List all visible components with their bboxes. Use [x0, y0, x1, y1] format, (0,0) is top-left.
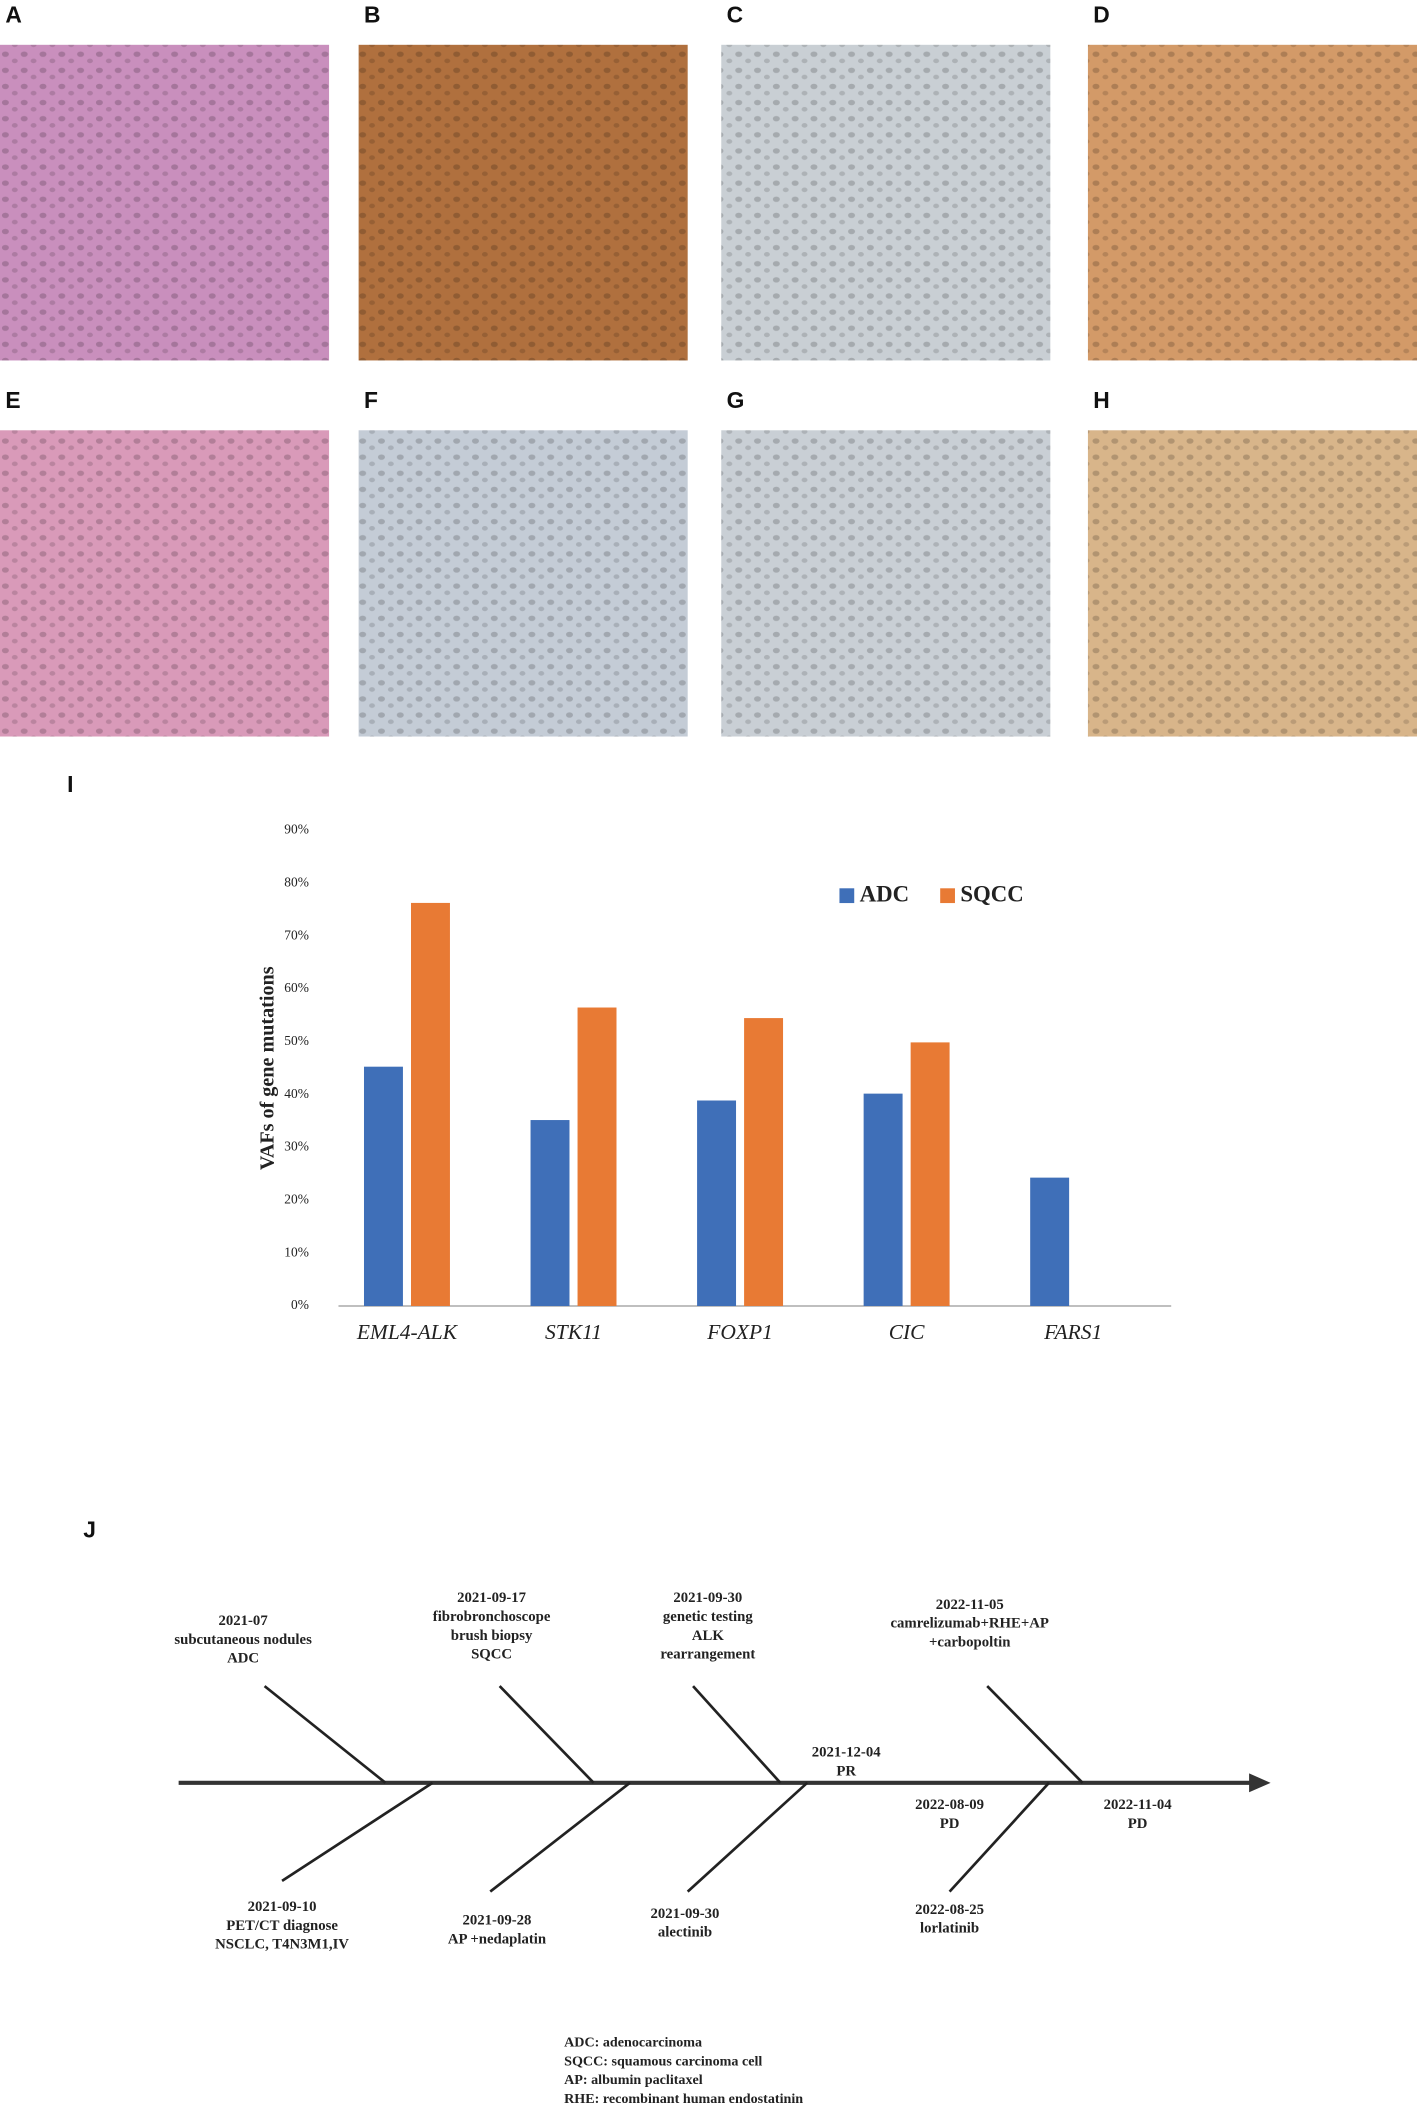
- event-text: 2021-12-04: [812, 1745, 882, 1761]
- event-text: rearrangement: [660, 1647, 755, 1663]
- event-text: 2021-09-30: [651, 1906, 720, 1922]
- event-text: alectinib: [658, 1925, 712, 1941]
- timeline-branch: [263, 1685, 387, 1784]
- legend-swatch: [940, 888, 955, 904]
- bar: [863, 1093, 903, 1307]
- timeline-branch: [986, 1685, 1084, 1784]
- event-text: 2022-11-05: [936, 1597, 1004, 1613]
- event-text: PD: [1128, 1816, 1148, 1832]
- timeline-branch: [692, 1685, 782, 1784]
- bar: [1030, 1177, 1070, 1307]
- y-tick-label: 90%: [284, 822, 309, 837]
- micrograph-texture: [721, 44, 1051, 361]
- y-tick-label: 20%: [284, 1191, 309, 1206]
- x-tick-label: CIC: [889, 1320, 925, 1344]
- event-text: 2022-11-04: [1104, 1797, 1173, 1813]
- event-text: ADC: [227, 1651, 259, 1667]
- event-text: lorlatinib: [920, 1921, 979, 1937]
- legend-swatch: [839, 888, 855, 904]
- timeline-branch: [948, 1781, 1050, 1893]
- timeline-branch: [686, 1781, 809, 1893]
- x-tick-label: FOXP1: [706, 1320, 773, 1344]
- panel-label: B: [364, 2, 381, 28]
- event-text: 2022-08-09: [915, 1797, 984, 1813]
- panel-label: G: [727, 387, 745, 413]
- y-tick-label: 40%: [284, 1086, 309, 1101]
- y-tick-label: 50%: [284, 1033, 309, 1048]
- abbreviation: AP: albumin paclitaxel: [564, 2072, 703, 2088]
- abbreviation: SQCC: squamous carcinoma cell: [564, 2053, 762, 2069]
- y-tick-label: 80%: [284, 874, 309, 889]
- event-text: 2021-09-17: [457, 1590, 527, 1606]
- legend-label: ADC: [860, 882, 909, 907]
- abbreviation: RHE: recombinant human endostatinin: [564, 2091, 803, 2107]
- timeline-branch: [489, 1781, 631, 1893]
- event-text: +carbopoltin: [929, 1635, 1010, 1651]
- micrograph-texture: [358, 430, 688, 737]
- micrograph-texture: [1087, 44, 1417, 361]
- event-text: 2022-08-25: [915, 1902, 984, 1918]
- y-axis-label: VAFs of gene mutations: [256, 966, 278, 1170]
- event-text: brush biopsy: [451, 1628, 533, 1644]
- micrograph-texture: [358, 44, 688, 361]
- timeline-branch: [281, 1781, 434, 1882]
- abbreviation: ADC: adenocarcinoma: [564, 2035, 702, 2051]
- panel-label: C: [727, 2, 743, 28]
- panel-label: E: [5, 387, 20, 413]
- micrograph-texture: [0, 430, 330, 737]
- event-text: PET/CT diagnose: [226, 1918, 338, 1934]
- event-text: SQCC: [471, 1647, 512, 1663]
- y-tick-label: 0%: [291, 1297, 309, 1312]
- micrograph-texture: [721, 430, 1051, 737]
- event-text: AP +nedaplatin: [448, 1931, 546, 1947]
- y-tick-label: 60%: [284, 980, 309, 995]
- micrograph-texture: [1087, 430, 1417, 737]
- event-text: PD: [940, 1816, 960, 1832]
- panel-label: I: [67, 771, 73, 797]
- bar: [697, 1100, 737, 1307]
- panel-label: A: [5, 2, 22, 28]
- event-text: fibrobronchoscope: [433, 1609, 551, 1625]
- panel-label: H: [1093, 387, 1110, 413]
- bar: [910, 1042, 950, 1307]
- timeline-branch: [498, 1685, 595, 1784]
- event-text: 2021-07: [218, 1613, 268, 1629]
- bar: [363, 1066, 403, 1307]
- panel-label: D: [1093, 2, 1110, 28]
- bar: [744, 1018, 784, 1307]
- panel-label: F: [364, 387, 378, 413]
- event-text: 2021-09-10: [248, 1899, 317, 1915]
- event-text: 2021-09-30: [673, 1590, 742, 1606]
- x-tick-label: STK11: [545, 1320, 602, 1344]
- y-tick-label: 30%: [284, 1139, 309, 1154]
- event-text: NSCLC, T4N3M1,IV: [215, 1937, 349, 1953]
- x-tick-label: EML4-ALK: [356, 1320, 459, 1344]
- event-text: genetic testing: [663, 1609, 753, 1625]
- event-text: 2021-09-28: [463, 1913, 532, 1929]
- bar: [410, 902, 450, 1307]
- timeline-arrow: [1249, 1773, 1271, 1793]
- event-text: ALK: [692, 1628, 725, 1644]
- bar: [577, 1007, 617, 1307]
- bar: [530, 1120, 570, 1307]
- panel-label: J: [83, 1517, 96, 1543]
- x-tick-label: FARS1: [1043, 1320, 1102, 1344]
- event-text: subcutaneous nodules: [174, 1632, 312, 1648]
- event-text: camrelizumab+RHE+AP: [891, 1616, 1049, 1632]
- legend-label: SQCC: [960, 882, 1023, 907]
- micrograph-texture: [0, 44, 330, 361]
- y-tick-label: 10%: [284, 1244, 309, 1259]
- event-text: PR: [836, 1763, 856, 1779]
- y-tick-label: 70%: [284, 927, 309, 942]
